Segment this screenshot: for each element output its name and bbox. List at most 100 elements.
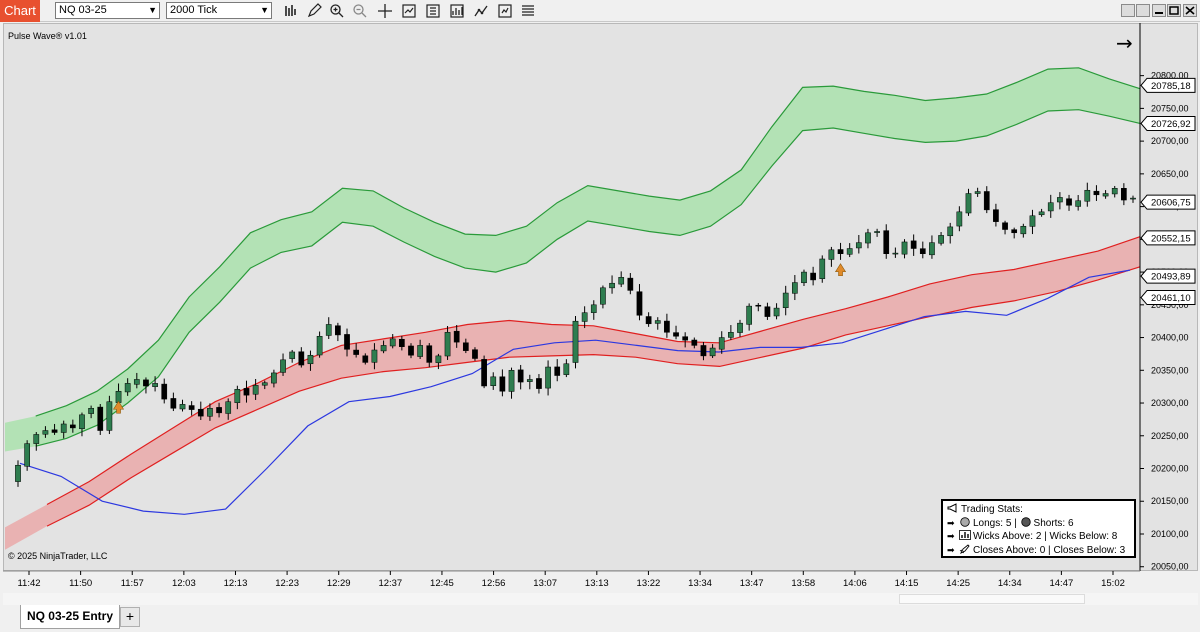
- candle: [819, 255, 826, 283]
- candle: [627, 273, 634, 295]
- candle: [508, 367, 515, 399]
- candle: [1066, 194, 1072, 211]
- candle: [746, 303, 752, 331]
- candle: [846, 243, 853, 258]
- candle: [453, 324, 460, 348]
- candle-body: [517, 369, 524, 383]
- properties-icon[interactable]: [497, 3, 513, 19]
- price-tag: 20606,75: [1140, 194, 1196, 210]
- candle: [1002, 220, 1008, 235]
- candle-body: [1075, 200, 1082, 207]
- price-tick-label: 20700,00: [1151, 136, 1189, 146]
- crosshair-icon[interactable]: [377, 3, 393, 19]
- candle: [837, 242, 844, 260]
- short-circle-icon: [1020, 516, 1031, 527]
- candle: [344, 328, 350, 357]
- candle-body: [389, 338, 396, 347]
- indicators-icon[interactable]: [449, 3, 465, 19]
- interval-selector[interactable]: 2000 Tick ▼: [166, 2, 272, 19]
- megaphone-icon: [947, 503, 957, 513]
- candle: [152, 376, 158, 392]
- candle: [691, 337, 698, 349]
- order-icon[interactable]: [520, 3, 536, 19]
- candle: [919, 241, 926, 259]
- wicks-above-value: 2: [1035, 531, 1042, 542]
- instrument-selector[interactable]: NQ 03-25 ▼: [55, 2, 160, 19]
- price-axis: 20800,0020750,0020700,0020650,0020600,00…: [1139, 23, 1196, 572]
- bar-type-icon[interactable]: [283, 3, 299, 19]
- candle-body: [462, 342, 469, 351]
- candle: [1011, 227, 1018, 239]
- candle: [1093, 185, 1100, 201]
- candle-body: [636, 291, 643, 316]
- rocket-icon: [959, 543, 970, 554]
- candle: [307, 350, 314, 371]
- price-chart[interactable]: 20800,0020750,0020700,0020650,0020600,00…: [0, 0, 1200, 600]
- drawing-tools-icon[interactable]: [473, 3, 489, 19]
- time-tick-label: 15:02: [1101, 578, 1125, 589]
- time-tick-label: 11:42: [17, 578, 40, 589]
- candle-body: [993, 209, 999, 222]
- candle: [271, 369, 277, 388]
- strategy-icon[interactable]: [401, 3, 417, 19]
- zoom-in-icon[interactable]: [329, 3, 345, 19]
- candle-body: [481, 359, 487, 387]
- maximize-icon[interactable]: [1167, 4, 1181, 17]
- time-tick-label: 14:25: [946, 578, 970, 589]
- candle: [216, 402, 222, 418]
- interval-value: 2000 Tick: [170, 4, 218, 16]
- horizontal-scrollbar[interactable]: [3, 593, 1198, 605]
- candle-body: [508, 370, 515, 392]
- arrow-right-icon[interactable]: →: [1116, 31, 1133, 55]
- price-tick-label: 20050,00: [1151, 562, 1189, 572]
- minimize-icon[interactable]: [1152, 4, 1166, 17]
- price-tick-label: 20750,00: [1151, 103, 1189, 113]
- add-tab-button[interactable]: +: [120, 607, 140, 627]
- candle: [700, 342, 707, 361]
- price-tick-label: 20800,00: [1151, 71, 1189, 81]
- candle-body: [435, 355, 442, 363]
- candle-body: [718, 337, 725, 350]
- close-icon[interactable]: [1183, 4, 1197, 17]
- candle: [993, 203, 999, 227]
- candle-body: [673, 332, 679, 337]
- candle-body: [919, 248, 926, 254]
- stats-title-row: Trading Stats:: [947, 503, 1130, 517]
- candle: [801, 269, 807, 286]
- pencil-icon[interactable]: [306, 3, 322, 19]
- candle-body: [600, 287, 606, 305]
- long-circle-icon: [960, 516, 970, 527]
- candle: [316, 331, 323, 358]
- closes-above-label: Closes Above:: [973, 544, 1037, 556]
- candle: [883, 224, 890, 259]
- closes-above-value: 0: [1039, 544, 1046, 556]
- candle: [1130, 195, 1136, 203]
- candle: [1121, 183, 1127, 206]
- chart-menu-button[interactable]: Chart: [0, 0, 40, 22]
- candle-body: [700, 345, 707, 357]
- candle: [1084, 182, 1091, 207]
- data-box-icon[interactable]: [425, 3, 441, 19]
- scrollbar-thumb[interactable]: [899, 594, 1085, 604]
- candle: [974, 187, 981, 197]
- candle-body: [938, 235, 944, 244]
- candle: [1057, 192, 1063, 210]
- minimize-alt-icon[interactable]: [1121, 4, 1135, 17]
- restore-icon[interactable]: [1136, 4, 1150, 17]
- price-tag-box: [1140, 268, 1196, 284]
- candle-body: [828, 249, 835, 260]
- candle-body: [782, 292, 789, 309]
- candle-body: [417, 345, 423, 357]
- candle-body: [682, 336, 689, 341]
- candle-body: [1047, 202, 1054, 212]
- candle: [517, 364, 524, 390]
- arrow-right-icon: ➡: [947, 517, 955, 528]
- candle: [590, 300, 597, 320]
- candle: [280, 353, 286, 376]
- candle-body: [1102, 193, 1109, 197]
- tab-nq-entry[interactable]: NQ 03-25 Entry: [20, 605, 120, 629]
- candle-body: [60, 423, 67, 433]
- zoom-out-icon[interactable]: [352, 3, 368, 19]
- candle-body: [618, 277, 625, 285]
- candle: [188, 401, 195, 416]
